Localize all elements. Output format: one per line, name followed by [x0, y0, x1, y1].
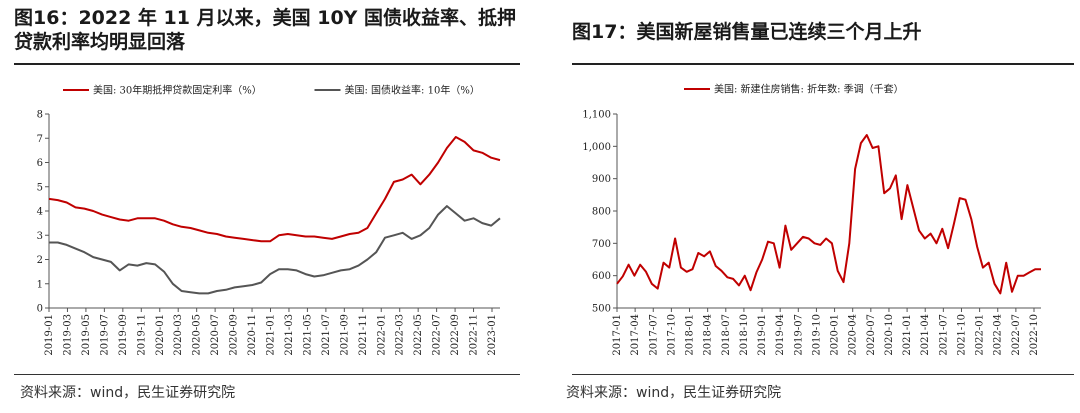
y-tick-label: 6 [37, 158, 43, 169]
x-tick-label: 2021-07 [938, 314, 949, 356]
source-divider [14, 374, 520, 375]
x-tick-label: 2020-07 [866, 314, 877, 356]
figure-17: 图17：美国新屋销售量已连续三个月上升 500 600 700 800 900 1,000… [556, 0, 1080, 413]
chart-new-home-sales: 500 600 700 800 900 1,000 1,100 2017-01 2017-04 2… [582, 83, 1041, 356]
y-tick-label: 1 [37, 279, 43, 290]
x-tick-label: 2021-09 [339, 314, 350, 356]
series-line-1 [616, 134, 1041, 295]
x-tick-label: 2019-05 [81, 314, 92, 356]
x-tick-label: 2020-10 [884, 314, 895, 356]
x-tick-label: 2021-05 [302, 314, 313, 356]
chart-mortgage-treasury: 0 1 2 3 4 5 6 7 8 2019-01 2019-03 2019-05 2019-07 201… [37, 84, 501, 356]
x-tick-label: 2019-10 [811, 314, 822, 356]
x-tick-label: 2021-10 [956, 314, 967, 356]
x-tick-label: 2019-07 [99, 314, 110, 356]
x-tick-label: 2021-11 [358, 314, 369, 356]
source-note: 资料来源：wind，民生证券研究院 [566, 385, 782, 401]
x-tick-label: 2018-07 [721, 314, 732, 356]
x-tick-label: 2018-01 [685, 314, 696, 356]
y-tick-label: 800 [592, 207, 611, 218]
x-tick-label: 2021-01 [266, 314, 277, 356]
x-tick-label: 2020-03 [173, 314, 184, 356]
series-line-2 [49, 205, 501, 295]
x-tick-label: 2018-04 [703, 314, 714, 356]
x-tick-label: 2021-03 [284, 314, 295, 356]
y-tick-label: 1,000 [582, 142, 611, 153]
x-tick-label: 2018-10 [739, 314, 750, 356]
source-note: 资料来源：wind，民生证券研究院 [20, 385, 236, 401]
x-tick-label: 2021-01 [902, 314, 913, 356]
y-tick-label: 4 [37, 207, 43, 218]
x-tick-label: 2021-07 [321, 314, 332, 356]
figure-title: 图17：美国新屋销售量已连续三个月上升 [572, 21, 922, 43]
x-tick-label: 2017-01 [612, 314, 623, 356]
series-line-1 [48, 136, 501, 243]
x-tick-label: 2020-01 [830, 314, 841, 356]
y-tick-label: 700 [592, 239, 611, 250]
x-tick-label: 2023-01 [487, 314, 498, 356]
x-tick-label: 2022-05 [413, 314, 424, 356]
x-tick-label: 2019-01 [44, 314, 55, 356]
y-tick-label: 0 [37, 304, 43, 315]
y-tick-label: 900 [592, 174, 611, 185]
x-tick-label: 2022-07 [1011, 314, 1022, 356]
x-tick-label: 2020-11 [247, 314, 258, 356]
figure-title: 图16：2022 年 11 月以来，美国 10Y 国债收益率、抵押贷款利率均明显… [14, 7, 517, 53]
x-tick-label: 2021-04 [920, 314, 931, 356]
legend-label: 美国: 国债收益率: 10年（%） [345, 84, 480, 97]
x-tick-label: 2020-01 [155, 314, 166, 356]
y-tick-label: 2 [37, 255, 43, 266]
x-tick-label: 2019-01 [757, 314, 768, 356]
y-tick-label: 600 [592, 271, 611, 282]
x-tick-label: 2019-03 [62, 314, 73, 356]
y-tick-label: 5 [37, 182, 43, 193]
x-tick-label: 2022-07 [432, 314, 443, 356]
y-tick-label: 1,100 [582, 110, 611, 121]
x-tick-label: 2022-04 [993, 314, 1004, 356]
figure-16: 图16：2022 年 11 月以来，美国 10Y 国债收益率、抵押贷款利率均明显… [0, 0, 522, 413]
x-tick-label: 2022-01 [376, 314, 387, 356]
x-tick-label: 2022-03 [395, 314, 406, 356]
x-tick-label: 2022-09 [450, 314, 461, 356]
x-tick-label: 2022-01 [975, 314, 986, 356]
y-tick-label: 8 [37, 110, 43, 121]
x-tick-label: 2017-07 [648, 314, 659, 356]
x-tick-label: 2017-10 [666, 314, 677, 356]
x-tick-label: 2019-07 [793, 314, 804, 356]
x-tick-label: 2020-04 [848, 314, 859, 356]
legend-label: 美国: 30年期抵押贷款固定利率（%） [93, 84, 262, 97]
x-tick-label: 2020-07 [210, 314, 221, 356]
title-divider [14, 63, 520, 65]
x-tick-label: 2020-05 [192, 314, 203, 356]
x-tick-label: 2019-09 [118, 314, 129, 356]
x-tick-label: 2019-04 [775, 314, 786, 356]
title-divider [572, 63, 1074, 65]
y-tick-label: 7 [37, 134, 43, 145]
x-tick-label: 2022-10 [1029, 314, 1040, 356]
x-tick-label: 2020-09 [229, 314, 240, 356]
x-tick-label: 2017-04 [630, 314, 641, 356]
x-tick-label: 2019-11 [136, 314, 147, 356]
y-tick-label: 3 [37, 231, 43, 242]
x-tick-label: 2022-11 [469, 314, 480, 356]
legend-label: 美国: 新建住房销售: 折年数: 季调（千套） [714, 83, 904, 96]
source-divider [572, 374, 1074, 375]
y-tick-label: 500 [592, 304, 611, 315]
